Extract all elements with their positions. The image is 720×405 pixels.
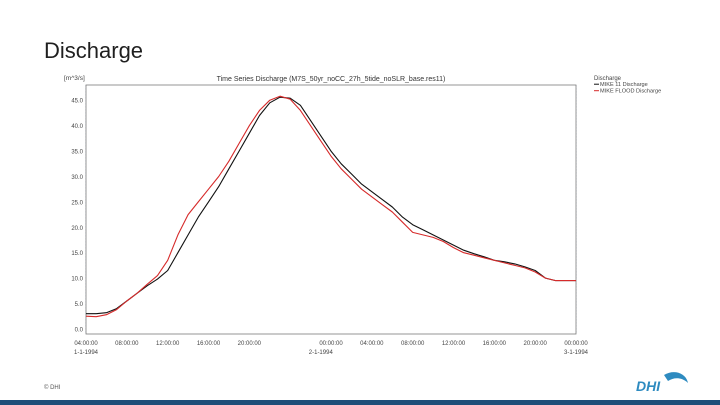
x-date-label: 1-1-1994 — [74, 350, 99, 356]
plot-frame — [85, 84, 577, 335]
logo-wave-icon — [664, 372, 688, 383]
dhi-logo: DHI — [636, 372, 688, 394]
x-tick-label: 00:00:00 — [319, 341, 343, 347]
chart-title: Time Series Discharge (M7S_50yr_noCC_27h… — [217, 76, 446, 83]
footer-bar — [0, 400, 720, 405]
x-tick-label: 08:00:00 — [115, 341, 139, 347]
y-tick-label: 0.0 — [75, 327, 84, 333]
axis-layer — [85, 84, 577, 335]
y-tick-label: 10.0 — [71, 277, 83, 283]
x-tick-label: 08:00:00 — [401, 341, 425, 347]
logo-text: DHI — [636, 378, 661, 394]
y-tick-label: 25.0 — [71, 200, 83, 206]
legend-entry: MIKE FLOOD Discharge — [600, 89, 661, 95]
x-tick-label: 16:00:00 — [197, 341, 221, 347]
x-tick-label: 12:00:00 — [442, 341, 466, 347]
y-tick-label: 45.0 — [71, 99, 83, 105]
series-layer — [85, 95, 576, 318]
chart-svg: 0.0 5.0 10.0 15.0 20.0 25.0 30.0 35.0 40.0 45.0 04… — [64, 75, 661, 356]
y-tick-label: 40.0 — [71, 124, 83, 130]
text-layer: 0.0 5.0 10.0 15.0 20.0 25.0 30.0 35.0 40.0 45.0 04… — [64, 75, 661, 356]
legend-entry: MIKE 11 Discharge — [600, 82, 648, 88]
x-tick-label: 04:00:00 — [74, 341, 98, 347]
slide-title: Discharge — [44, 38, 144, 63]
x-date-label: 2-1-1994 — [309, 350, 334, 356]
copyright-text: © DHI — [44, 385, 61, 391]
discharge-chart: 0.0 5.0 10.0 15.0 20.0 25.0 30.0 35.0 40.0 45.0 04… — [62, 72, 680, 362]
x-tick-label: 12:00:00 — [156, 341, 180, 347]
series-line-2 — [85, 95, 576, 318]
y-tick-label: 20.0 — [71, 226, 83, 232]
x-tick-label: 00:00:00 — [564, 341, 588, 347]
y-tick-label: 35.0 — [71, 150, 83, 156]
y-tick-label: 5.0 — [75, 302, 84, 308]
x-tick-label: 16:00:00 — [483, 341, 507, 347]
y-tick-label: 30.0 — [71, 175, 83, 181]
x-tick-label: 20:00:00 — [238, 341, 262, 347]
x-date-label: 3-1-1994 — [564, 350, 589, 356]
legend-title: Discharge — [594, 76, 622, 82]
x-tick-label: 04:00:00 — [360, 341, 384, 347]
x-tick-label: 20:00:00 — [523, 341, 547, 347]
y-tick-label: 15.0 — [71, 251, 83, 257]
y-axis-label: [m^3/s] — [64, 75, 85, 82]
